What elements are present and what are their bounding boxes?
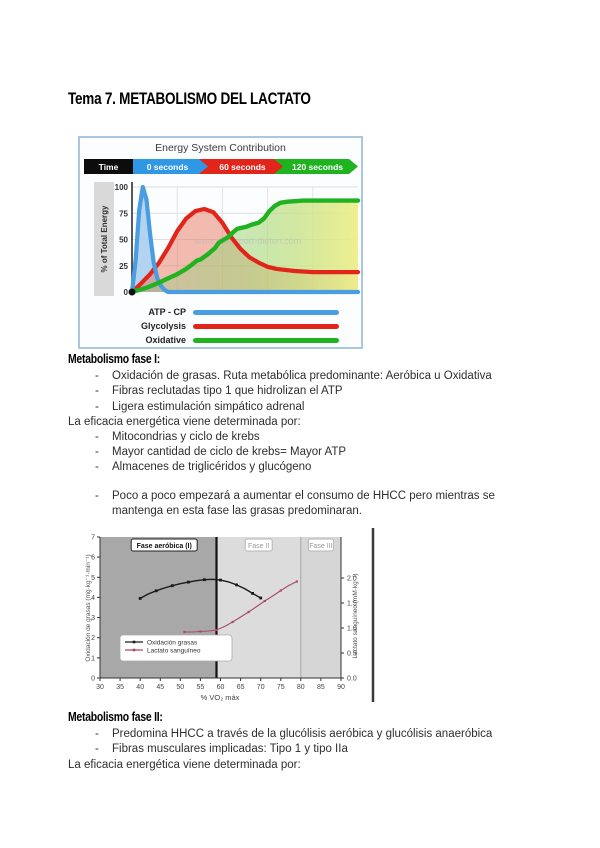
fase1-bullets-c: - Poco a poco empezará a aumentar el cons… xyxy=(68,489,540,519)
svg-text:100: 100 xyxy=(115,183,129,192)
svg-text:0: 0 xyxy=(91,676,95,683)
spacer xyxy=(68,476,540,489)
energy-system-figure: Energy System Contribution Time 0 second… xyxy=(78,136,363,349)
legend-swatch xyxy=(193,323,339,329)
fase1-bullets-a: - Oxidación de grasas. Ruta metabólica pr… xyxy=(68,369,540,415)
svg-text:4: 4 xyxy=(91,595,95,602)
list-item: - Almacenes de triglicéridos y glucógeno xyxy=(95,461,312,474)
svg-text:% of Total Energy: % of Total Energy xyxy=(100,205,109,273)
svg-text:45: 45 xyxy=(156,684,164,691)
time-segment: 0 seconds xyxy=(133,159,208,174)
svg-text:75: 75 xyxy=(119,209,128,218)
svg-text:7: 7 xyxy=(91,535,95,542)
legend-swatch xyxy=(193,309,339,315)
svg-text:Fase III: Fase III xyxy=(309,543,332,550)
svg-text:Lactato sanguíneo (mM·kg⁻¹): Lactato sanguíneo (mM·kg⁻¹) xyxy=(352,573,359,658)
legend-row: Glycolysis xyxy=(80,319,361,333)
svg-text:1.0: 1.0 xyxy=(347,626,357,633)
fase1-heading: Metabolismo fase I: xyxy=(68,351,160,366)
svg-text:3: 3 xyxy=(91,615,95,622)
svg-text:www.duursport-dieten.com: www.duursport-dieten.com xyxy=(194,236,302,246)
svg-text:5: 5 xyxy=(91,575,95,582)
legend-label: Glycolysis xyxy=(140,321,186,331)
svg-text:75: 75 xyxy=(277,684,285,691)
time-segment: 120 seconds xyxy=(274,159,358,174)
svg-text:50: 50 xyxy=(176,684,184,691)
list-item: - Predomina HHCC a través de la glucólisi… xyxy=(95,728,493,741)
list-item: - Fibras musculares implicadas: Tipo 1 y … xyxy=(95,743,348,756)
time-bar: Time 0 seconds 60 seconds 120 seconds xyxy=(84,159,358,174)
svg-text:50: 50 xyxy=(119,236,128,245)
svg-text:2.0: 2.0 xyxy=(347,576,357,583)
time-label: Time xyxy=(84,159,133,174)
energy-chart-title: Energy System Contribution xyxy=(155,142,286,154)
list-item: - Fibras reclutadas tipo 1 que hidrolizan… xyxy=(95,385,343,398)
svg-text:Fase II: Fase II xyxy=(248,543,269,550)
legend-label: Oxidative xyxy=(145,335,186,345)
legend-row: ATP - CP xyxy=(80,305,361,319)
svg-text:Lactato sanguíneo: Lactato sanguíneo xyxy=(147,648,201,655)
list-item: - Mitocondrias y ciclo de krebs xyxy=(95,431,260,444)
list-item: - Poco a poco empezará a aumentar el cons… xyxy=(95,489,495,517)
svg-text:30: 30 xyxy=(96,684,104,691)
page-title: Tema 7. METABOLISMO DEL LACTATO xyxy=(68,90,311,108)
energy-legend: ATP - CP Glycolysis Oxidative xyxy=(80,305,361,347)
time-arrows: 0 seconds 60 seconds 120 seconds xyxy=(133,159,358,174)
svg-text:1.5: 1.5 xyxy=(347,601,357,608)
list-item: - Mayor cantidad de ciclo de krebs= Mayor… xyxy=(95,446,347,459)
legend-swatch xyxy=(193,337,339,343)
legend-label: ATP - CP xyxy=(148,307,186,317)
svg-text:90: 90 xyxy=(337,684,345,691)
list-item: - Oxidación de grasas. Ruta metabólica pr… xyxy=(95,370,492,383)
fase2-efficiency-line: La eficacia energética viene determinada… xyxy=(68,758,301,771)
energy-plot: % of Total Energy 100 75 50 25 0 www.duursport… xyxy=(80,138,365,351)
svg-text:85: 85 xyxy=(317,684,325,691)
svg-text:0.5: 0.5 xyxy=(347,651,357,658)
svg-text:70: 70 xyxy=(257,684,265,691)
legend-row: Oxidative xyxy=(80,333,361,347)
svg-text:55: 55 xyxy=(197,684,205,691)
svg-text:0: 0 xyxy=(124,288,129,297)
svg-text:6: 6 xyxy=(91,555,95,562)
svg-text:25: 25 xyxy=(119,262,128,271)
svg-text:0.0: 0.0 xyxy=(347,676,357,683)
list-item: - Ligera estimulación simpático adrenal xyxy=(95,400,305,413)
svg-text:35: 35 xyxy=(116,684,124,691)
svg-text:80: 80 xyxy=(297,684,305,691)
fases-figure: 7 6 5 4 3 2 1 0 2.0 1.5 1.0 0.5 0.0 30 35 40 45 50 55 60 65 7… xyxy=(85,528,375,702)
time-segment: 60 seconds xyxy=(199,159,283,174)
svg-text:2: 2 xyxy=(91,635,95,642)
svg-text:1: 1 xyxy=(91,655,95,662)
fase2-heading: Metabolismo fase II: xyxy=(68,709,163,724)
svg-text:65: 65 xyxy=(237,684,245,691)
section-fase1: Metabolismo fase I: - Oxidación de grasas… xyxy=(68,351,540,519)
svg-text:Oxidación grasas: Oxidación grasas xyxy=(147,640,198,647)
svg-text:Fase aeróbica (I): Fase aeróbica (I) xyxy=(137,543,192,550)
fase2-bullets-a: - Predomina HHCC a través de la glucólisi… xyxy=(68,727,540,757)
svg-text:Oxidación de grasas (mg·kg⁻¹·m: Oxidación de grasas (mg·kg⁻¹·min⁻¹) xyxy=(85,554,92,661)
section-fase2: Metabolismo fase II: - Predomina HHCC a t… xyxy=(68,709,540,773)
svg-text:% VO₂ máx: % VO₂ máx xyxy=(201,693,240,702)
fase1-bullets-b: - Mitocondrias y ciclo de krebs - Mayor can… xyxy=(68,430,540,476)
svg-text:40: 40 xyxy=(136,684,144,691)
fase1-efficiency-line: La eficacia energética viene determinada… xyxy=(68,415,301,428)
svg-text:60: 60 xyxy=(217,684,225,691)
